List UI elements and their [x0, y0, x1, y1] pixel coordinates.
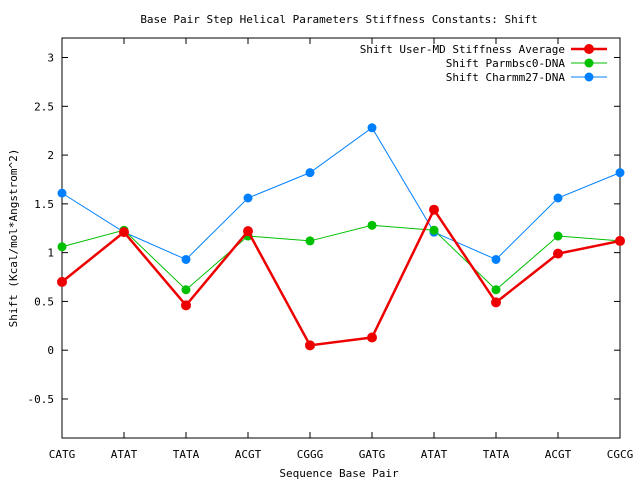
plot-frame [61, 37, 621, 439]
legend-marker [584, 72, 594, 82]
y-tick-label: 1.5 [34, 198, 54, 211]
y-tick-label: 0.5 [34, 295, 54, 308]
x-tick-label: CATG [49, 448, 76, 461]
y-axis-label: Shift (Kcal/mol*Angstrom^2) [7, 149, 20, 328]
x-tick-label: ACGT [545, 448, 572, 461]
data-point [491, 254, 501, 264]
x-tick-label: CGGG [297, 448, 324, 461]
x-axis-label: Sequence Base Pair [279, 467, 399, 480]
data-point [615, 235, 625, 246]
y-tick-label: 2 [47, 149, 54, 162]
data-point [243, 226, 253, 237]
data-point [429, 225, 439, 235]
series-line [61, 224, 621, 291]
data-point [429, 204, 439, 215]
data-point [615, 168, 625, 178]
x-tick-label: ATAT [421, 448, 448, 461]
data-point [367, 123, 377, 133]
data-point [119, 227, 129, 238]
x-tick-label: CGCG [607, 448, 634, 461]
x-tick-label: ACGT [235, 448, 262, 461]
data-point [181, 285, 191, 295]
x-tick-label: ATAT [111, 448, 138, 461]
x-tick-label: TATA [483, 448, 510, 461]
data-point [491, 285, 501, 295]
legend-marker [584, 44, 594, 54]
legend-label: Shift User-MD Stiffness Average [360, 43, 565, 56]
series-line [61, 127, 621, 261]
data-point [553, 193, 563, 203]
plot-area: -0.5 0 0.5 1 1.5 2 2.5 3 CATG ATAT TATA ACGT CGGG GAT… [28, 37, 634, 461]
x-tick-label: GATG [359, 448, 386, 461]
data-point [367, 332, 377, 343]
data-point [57, 242, 67, 252]
y-tick-label: 3 [47, 52, 54, 65]
legend-marker [584, 58, 594, 68]
y-tick-label: 1 [47, 247, 54, 260]
data-point [57, 276, 67, 287]
y-tick-label: 0 [47, 344, 54, 357]
legend-label: Shift Parmbsc0-DNA [446, 57, 566, 70]
data-point [57, 188, 67, 198]
x-tick-label: TATA [173, 448, 200, 461]
y-tick-label: -0.5 [28, 393, 55, 406]
data-point [491, 297, 501, 308]
series-line [61, 207, 621, 347]
y-tick-label: 2.5 [34, 100, 54, 113]
data-point [243, 193, 253, 203]
chart-title: Base Pair Step Helical Parameters Stiffn… [140, 13, 537, 26]
legend-label: Shift Charmm27-DNA [446, 71, 566, 84]
data-point [553, 231, 563, 241]
data-point [305, 340, 315, 351]
data-point [305, 168, 315, 178]
data-point [305, 236, 315, 246]
data-point [367, 220, 377, 230]
data-point [553, 248, 563, 259]
data-point [181, 254, 191, 264]
data-point [181, 300, 191, 311]
